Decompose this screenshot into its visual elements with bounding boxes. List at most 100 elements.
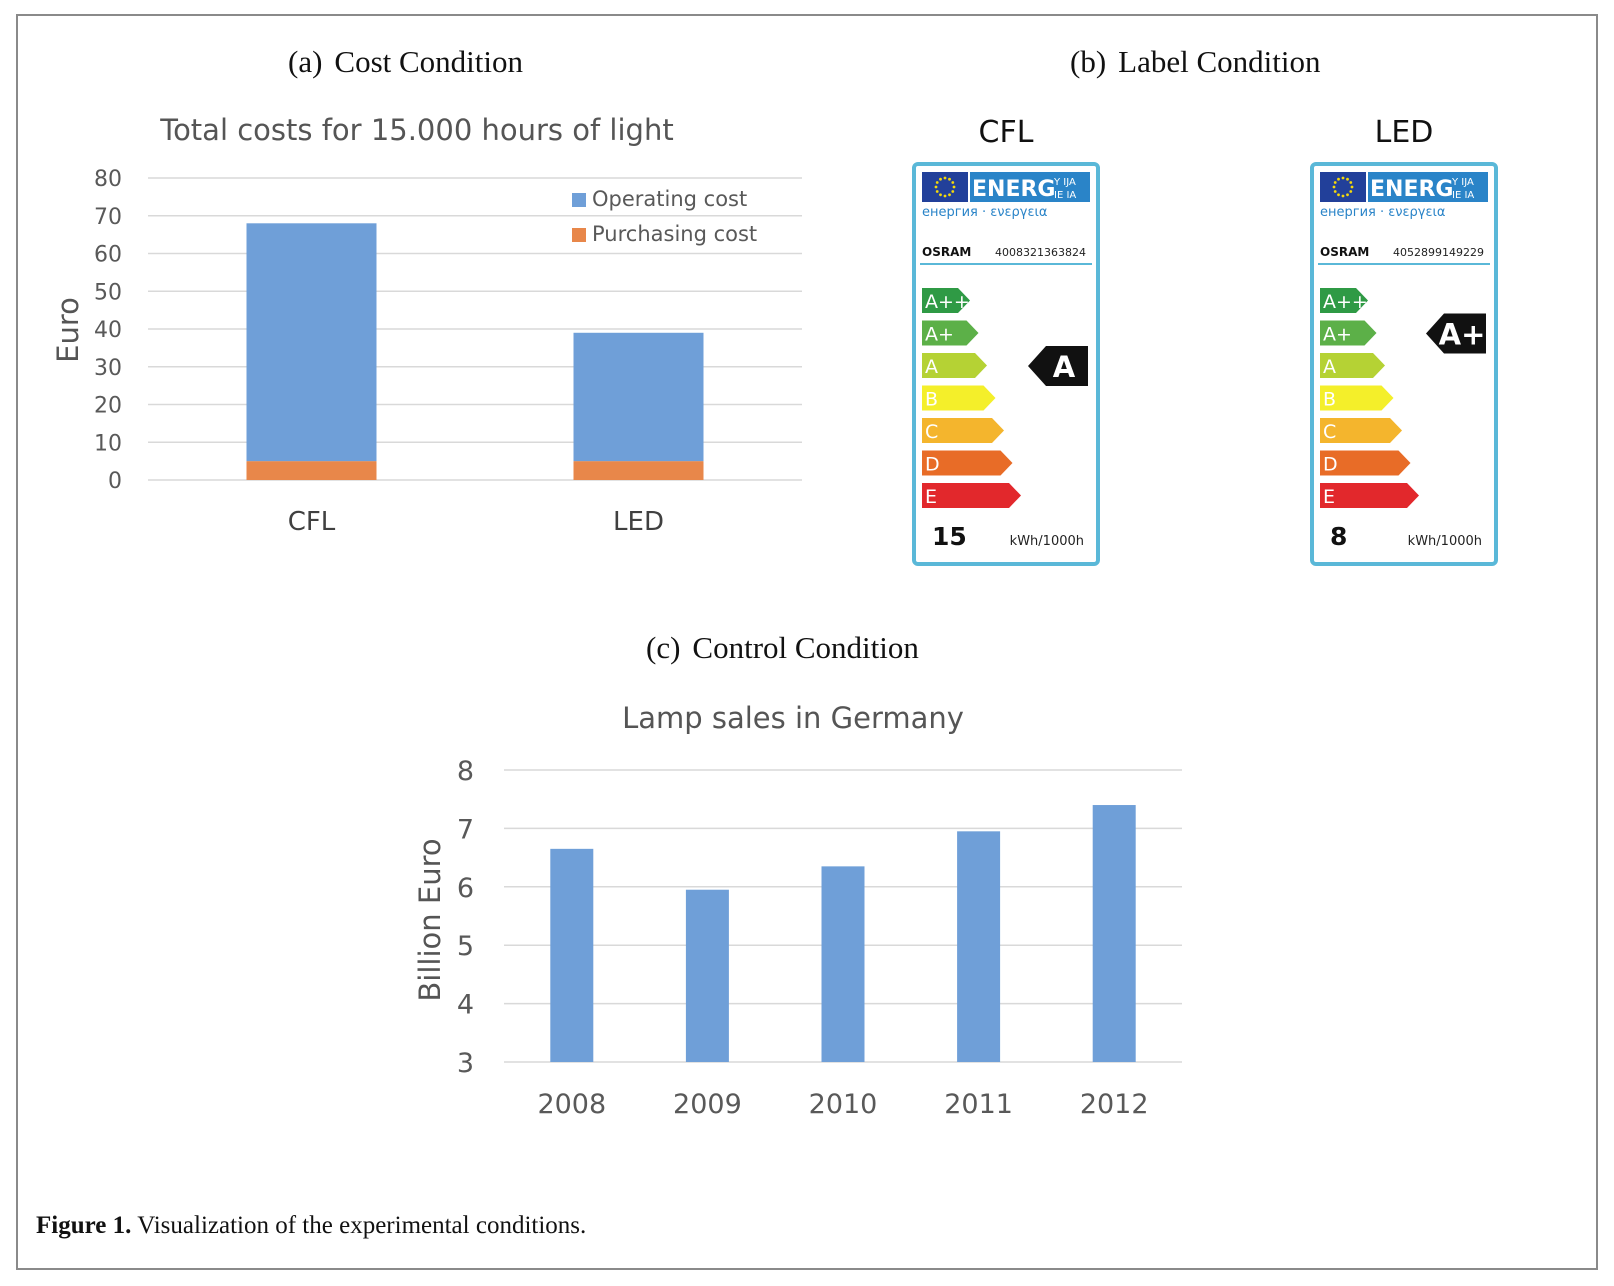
eu-flag-icon: [1320, 172, 1366, 202]
panel-c-title: (c) Control Condition: [646, 630, 919, 666]
energy-class-label: A++: [1323, 291, 1368, 313]
energy-class-arrow: [922, 353, 987, 378]
energy-class-label: C: [1323, 421, 1336, 443]
cost-bar-cfl-purchasing: [246, 461, 377, 480]
energy-class-label: E: [925, 486, 937, 508]
figure-caption: Figure 1. Visualization of the experimen…: [36, 1212, 586, 1240]
cost-y-tick-label: 40: [94, 318, 122, 343]
energy-suffix-bottom: IE IA: [1452, 190, 1474, 201]
sales-bar-2008: [550, 848, 594, 1062]
product-code: 4052899149229: [1393, 246, 1484, 259]
energy-class-arrow: [1320, 418, 1402, 443]
energy-rating-indicator: [1028, 346, 1088, 386]
energy-banner: [970, 172, 1090, 202]
energy-class-label: A+: [1323, 324, 1352, 346]
panel-b-title: (b) Label Condition: [1070, 44, 1321, 80]
energy-class-arrow: [922, 483, 1021, 508]
sales-y-tick-label: 8: [457, 756, 474, 787]
energy-class-arrow: [1320, 288, 1368, 313]
energy-banner: [1368, 172, 1488, 202]
sales-chart-title: Lamp sales in Germany: [622, 701, 964, 735]
legend-label-operating: Operating cost: [592, 187, 747, 211]
energy-class-arrow: [1320, 320, 1377, 346]
cost-x-tick-label: CFL: [288, 507, 336, 537]
sales-bar-2010: [821, 866, 865, 1062]
sales-x-tick-label: 2008: [537, 1089, 606, 1120]
panel-a-heading: Cost Condition: [334, 44, 524, 79]
energy-class-label: E: [1323, 486, 1335, 508]
eu-stars-icon: [1332, 176, 1354, 198]
cost-y-tick-label: 20: [94, 394, 122, 419]
cost-bar-led-operating: [573, 332, 704, 462]
sales-y-tick-label: 6: [457, 873, 474, 904]
energy-suffix-top: Y IJA: [1053, 177, 1076, 188]
energy-rating: A: [1053, 350, 1076, 384]
sales-x-tick-label: 2009: [673, 1089, 742, 1120]
energy-consumption: 8: [1330, 522, 1347, 551]
cost-y-tick-label: 30: [94, 356, 122, 381]
energy-suffix-top: Y IJA: [1451, 177, 1474, 188]
energy-class-arrow: [922, 450, 1013, 476]
energy-suffix-bottom: IE IA: [1054, 190, 1076, 201]
cost-legend: Operating cost Purchasing cost: [572, 187, 757, 246]
cost-y-tick-label: 0: [108, 469, 122, 494]
energy-subtitle: енергия · ενεργεια: [922, 205, 1048, 220]
panel-b-heading: Label Condition: [1118, 44, 1321, 79]
cost-y-axis-label: Euro: [51, 297, 85, 363]
energy-class-label: B: [925, 389, 938, 411]
product-code: 4008321363824: [995, 246, 1086, 259]
energy-class-arrow: [1320, 483, 1419, 508]
cost-y-tick-label: 10: [94, 431, 122, 456]
eu-flag-icon: [922, 172, 968, 202]
sales-y-tick-label: 5: [457, 931, 474, 962]
energy-rating: A+: [1439, 318, 1486, 352]
energy-class-arrow: [1320, 385, 1394, 411]
energy-subtitle: енергия · ενεργεια: [1320, 205, 1446, 220]
sales-bar-2012: [1092, 805, 1136, 1062]
eu-stars-icon: [934, 176, 956, 198]
sales-y-tick-label: 7: [457, 814, 474, 845]
sales-x-tick-label: 2011: [944, 1089, 1013, 1120]
energy-class-arrow: [1320, 353, 1385, 378]
energy-class-label: D: [1323, 454, 1338, 476]
sales-bar-2009: [685, 889, 729, 1062]
energy-class-label: B: [1323, 389, 1336, 411]
label-heading-cfl: CFL: [979, 115, 1034, 150]
cost-bar-led-purchasing: [573, 461, 704, 480]
panel-c-label: (c): [646, 630, 681, 665]
energy-word: ENERG: [1370, 177, 1453, 202]
cost-chart-title: Total costs for 15.000 hours of light: [159, 113, 673, 147]
sales-bar-2011: [957, 831, 1001, 1062]
energy-class-arrow: [922, 385, 996, 411]
cost-y-tick-label: 80: [94, 167, 122, 192]
sales-x-tick-label: 2010: [809, 1089, 878, 1120]
sales-y-axis-label: Billion Euro: [413, 838, 447, 1001]
energy-class-arrow: [922, 288, 970, 313]
energy-rating-indicator: [1426, 313, 1486, 354]
legend-swatch-purchasing: [572, 228, 586, 242]
label-heading-led: LED: [1375, 115, 1434, 150]
energy-class-arrow: [922, 320, 979, 346]
energy-unit: kWh/1000h: [1408, 534, 1482, 549]
sales-x-tick-label: 2012: [1080, 1089, 1149, 1120]
energy-class-label: D: [925, 454, 940, 476]
cost-chart: Total costs for 15.000 hours of light 0 1…: [51, 113, 802, 537]
panel-c-heading: Control Condition: [692, 630, 919, 665]
legend-label-purchasing: Purchasing cost: [592, 222, 757, 246]
energy-class-arrow: [922, 418, 1004, 443]
panel-a-label: (a): [288, 44, 323, 79]
cost-y-tick-label: 60: [94, 243, 122, 268]
caption-text: Visualization of the experimental condit…: [137, 1212, 587, 1239]
panel-b-label: (b): [1070, 44, 1107, 79]
cost-y-tick-label: 50: [94, 280, 122, 305]
cost-x-tick-label: LED: [613, 507, 664, 537]
energy-class-label: C: [925, 421, 938, 443]
energy-class-label: A: [1323, 356, 1336, 378]
energy-class-label: A+: [925, 324, 954, 346]
energy-unit: kWh/1000h: [1010, 534, 1084, 549]
sales-chart: Lamp sales in Germany 3 4 5 6 7 8 2008 2009 201…: [413, 701, 1182, 1120]
brand-name: OSRAM: [922, 245, 971, 259]
energy-consumption: 15: [932, 522, 967, 551]
